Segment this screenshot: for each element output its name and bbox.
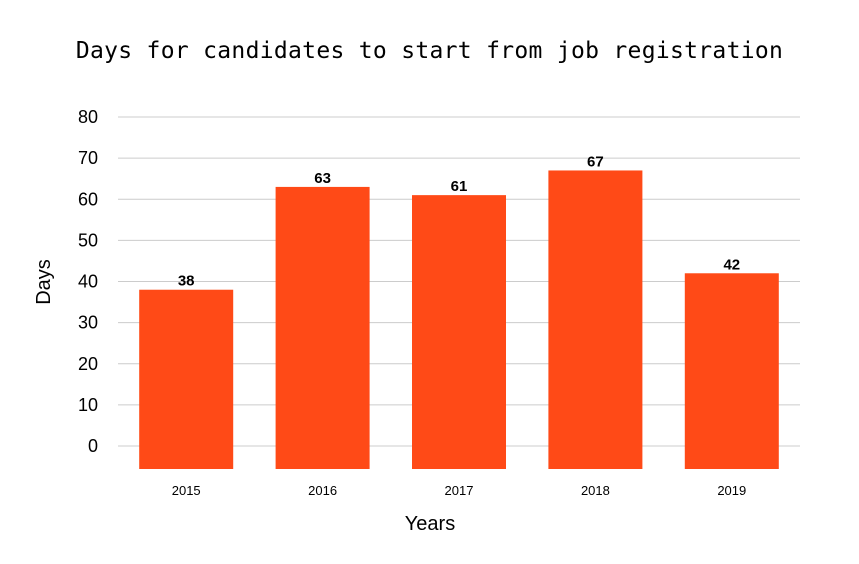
bars — [139, 170, 779, 469]
x-tick-label-2019: 2019 — [717, 483, 746, 498]
data-label-2018: 67 — [587, 153, 604, 170]
x-tick-label-2017: 2017 — [445, 483, 474, 498]
data-label-2016: 63 — [314, 170, 331, 187]
y-tick-label: 30 — [78, 313, 98, 333]
x-axis-title: Years — [405, 513, 455, 535]
x-tick-label-2015: 2015 — [172, 483, 201, 498]
y-tick-label: 20 — [78, 354, 98, 374]
y-tick-label: 70 — [78, 148, 98, 168]
x-tick-label-2018: 2018 — [581, 483, 610, 498]
y-axis-title: Days — [33, 259, 55, 305]
y-tick-label: 40 — [78, 272, 98, 292]
data-label-2019: 42 — [723, 256, 740, 273]
y-tick-label: 50 — [78, 230, 98, 250]
y-tick-label: 0 — [88, 436, 98, 456]
x-axis-ticks: 2015 2016 2017 2018 2019 — [172, 483, 747, 498]
bar-2019 — [684, 273, 779, 469]
data-label-2017: 61 — [451, 178, 468, 195]
chart-title: Days for candidates to start from job re… — [75, 38, 784, 64]
x-tick-label-2016: 2016 — [308, 483, 337, 498]
y-tick-label: 60 — [78, 189, 98, 209]
data-labels: 38 63 61 67 42 — [178, 153, 740, 289]
y-tick-label: 80 — [78, 107, 98, 127]
data-label-2015: 38 — [178, 273, 195, 290]
bar-2015 — [139, 289, 234, 469]
bar-2017 — [412, 195, 506, 469]
y-tick-label: 10 — [78, 395, 98, 415]
y-axis-ticks: 0 10 20 30 40 50 60 70 80 — [78, 107, 98, 456]
bar-2016 — [275, 186, 370, 469]
bar-2018 — [548, 170, 643, 469]
